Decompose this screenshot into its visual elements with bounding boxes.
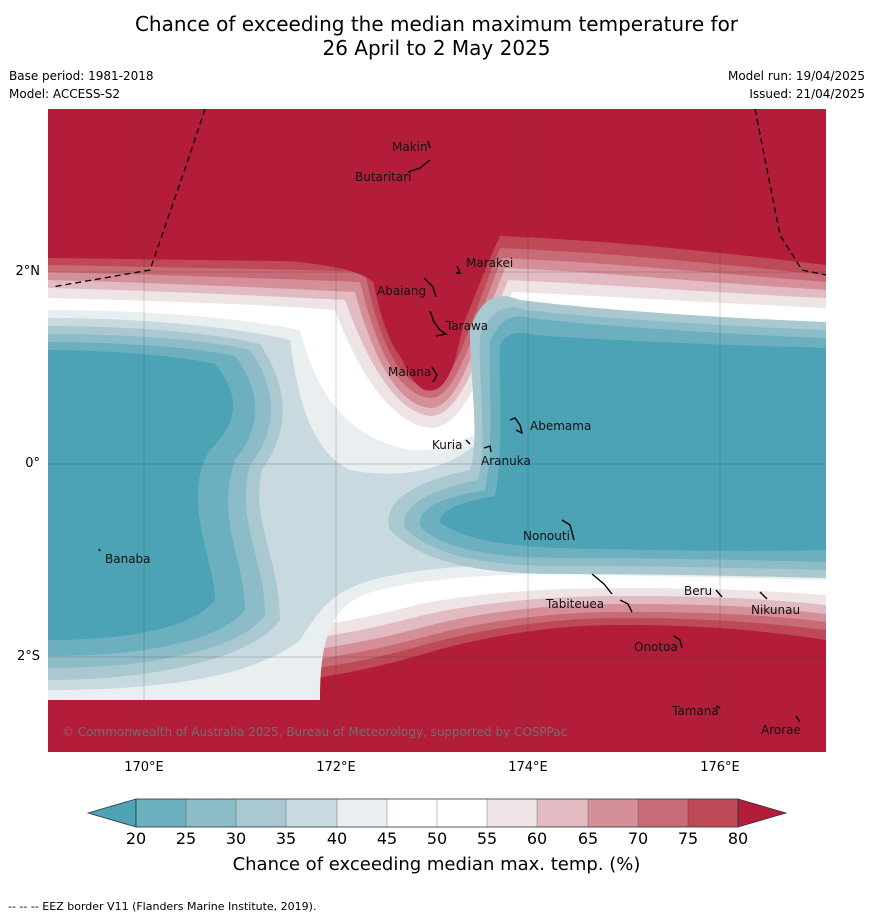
colorbar-bin-60: [537, 799, 588, 827]
colorbar-tick-20: 20: [125, 829, 147, 848]
colorbar-tick-60: 60: [526, 829, 548, 848]
y-tick-2n: 2°N: [15, 264, 41, 279]
colorbar-bin-50: [437, 799, 487, 827]
island-abaiang: [423, 277, 437, 298]
island-nonouti: [561, 519, 575, 541]
colorbar-tick-70: 70: [627, 829, 649, 848]
colorbar-label: Chance of exceeding median max. temp. (%…: [232, 854, 641, 875]
islands: [98, 140, 801, 723]
island-tamana: [715, 705, 721, 709]
colorbar-bin-25: [186, 799, 236, 827]
colorbar-tick-80: 80: [727, 829, 749, 848]
colorbar-tick-55: 55: [476, 829, 498, 848]
copyright-notice: © Commonwealth of Australia 2025, Bureau…: [62, 725, 567, 739]
colorbar-bin-20: [136, 799, 186, 827]
island-aranuka: [483, 445, 492, 453]
island-kuria: [465, 439, 471, 445]
left-band-20: [48, 350, 234, 640]
y-tick-0: 0°: [25, 456, 40, 471]
label-banaba: Banaba: [105, 552, 151, 566]
label-tabiteuea: Tabiteuea: [545, 597, 604, 611]
colorbar: [86, 798, 788, 828]
eez-border: [51, 109, 826, 288]
meta-left: Base period: 1981-2018 Model: ACCESS-S2: [9, 67, 154, 103]
label-nonouti: Nonouti: [523, 529, 570, 543]
footnote-eez: -- -- -- EEZ border V11 (Flanders Marine…: [8, 900, 317, 913]
title-line-2: 26 April to 2 May 2025: [322, 36, 551, 60]
chart-title: Chance of exceeding the median maximum t…: [0, 12, 873, 60]
southern-warm-lobe: [430, 631, 826, 752]
colorbar-tick-40: 40: [326, 829, 348, 848]
colorbar-bin-75: [688, 799, 738, 827]
colorbar-bin-35: [286, 799, 337, 827]
island-nikunau: [759, 591, 768, 600]
island-banaba: [98, 548, 101, 552]
y-tick-2s: 2°S: [16, 649, 40, 664]
map-fields: Makin Butaritari Marakei Abaiang Tarawa …: [48, 109, 826, 752]
island-beru: [715, 589, 723, 598]
island-tarawa: [429, 310, 448, 337]
colorbar-low-extension: [86, 798, 137, 828]
colorbar-bin-70: [638, 799, 688, 827]
base-period: Base period: 1981-2018: [9, 69, 154, 83]
label-butaritari: Butaritari: [355, 170, 412, 184]
colorbar-bin-65: [588, 799, 638, 827]
island-tabiteuea: [591, 573, 613, 595]
gridlines: [48, 109, 826, 752]
label-arorae: Arorae: [761, 723, 801, 737]
label-abemama: Abemama: [530, 419, 591, 433]
colorbar-bin-55: [487, 799, 537, 827]
colorbar-bin-30: [236, 799, 286, 827]
colorbar-tick-75: 75: [677, 829, 699, 848]
place-labels: Makin Butaritari Marakei Abaiang Tarawa …: [105, 140, 801, 737]
island-tabiteuea-south: [619, 599, 633, 613]
x-tick-174e: 174°E: [508, 760, 548, 775]
island-butaritari: [407, 159, 431, 173]
island-maiana: [431, 366, 438, 383]
label-maiana: Maiana: [388, 365, 431, 379]
colorbar-tick-65: 65: [577, 829, 599, 848]
label-tarawa: Tarawa: [445, 319, 488, 333]
colorbar-tick-45: 45: [376, 829, 398, 848]
colorbar-tick-25: 25: [175, 829, 197, 848]
island-onotoa: [673, 635, 683, 649]
island-marakei: [456, 265, 462, 274]
label-beru: Beru: [684, 584, 712, 598]
x-tick-170e: 170°E: [124, 760, 164, 775]
x-tick-176e: 176°E: [700, 760, 740, 775]
label-nikunau: Nikunau: [751, 603, 800, 617]
colorbar-high-extension: [737, 798, 788, 828]
colorbar-tick-50: 50: [426, 829, 448, 848]
colorbar-tick-30: 30: [225, 829, 247, 848]
model-name: Model: ACCESS-S2: [9, 87, 121, 101]
label-marakei: Marakei: [466, 256, 513, 270]
issued-date: Issued: 21/04/2025: [749, 87, 865, 101]
island-makin: [427, 140, 431, 149]
colorbar-bin-40: [337, 799, 387, 827]
x-tick-172e: 172°E: [316, 760, 356, 775]
title-line-1: Chance of exceeding the median maximum t…: [134, 12, 739, 36]
right-band-20: [440, 333, 826, 551]
label-abaiang: Abaiang: [377, 284, 426, 298]
island-abemama: [509, 417, 524, 435]
label-aranuka: Aranuka: [481, 454, 531, 468]
meta-right: Model run: 19/04/2025 Issued: 21/04/2025: [728, 67, 865, 103]
model-run: Model run: 19/04/2025: [727, 69, 865, 83]
label-tamana: Tamana: [671, 704, 719, 718]
colorbar-tick-35: 35: [275, 829, 297, 848]
label-kuria: Kuria: [432, 438, 463, 452]
label-makin: Makin: [392, 140, 428, 154]
label-onotoa: Onotoa: [634, 640, 678, 654]
northern-warm-lobe: [48, 109, 826, 391]
colorbar-bin-45: [387, 799, 437, 827]
island-arorae: [795, 715, 801, 723]
